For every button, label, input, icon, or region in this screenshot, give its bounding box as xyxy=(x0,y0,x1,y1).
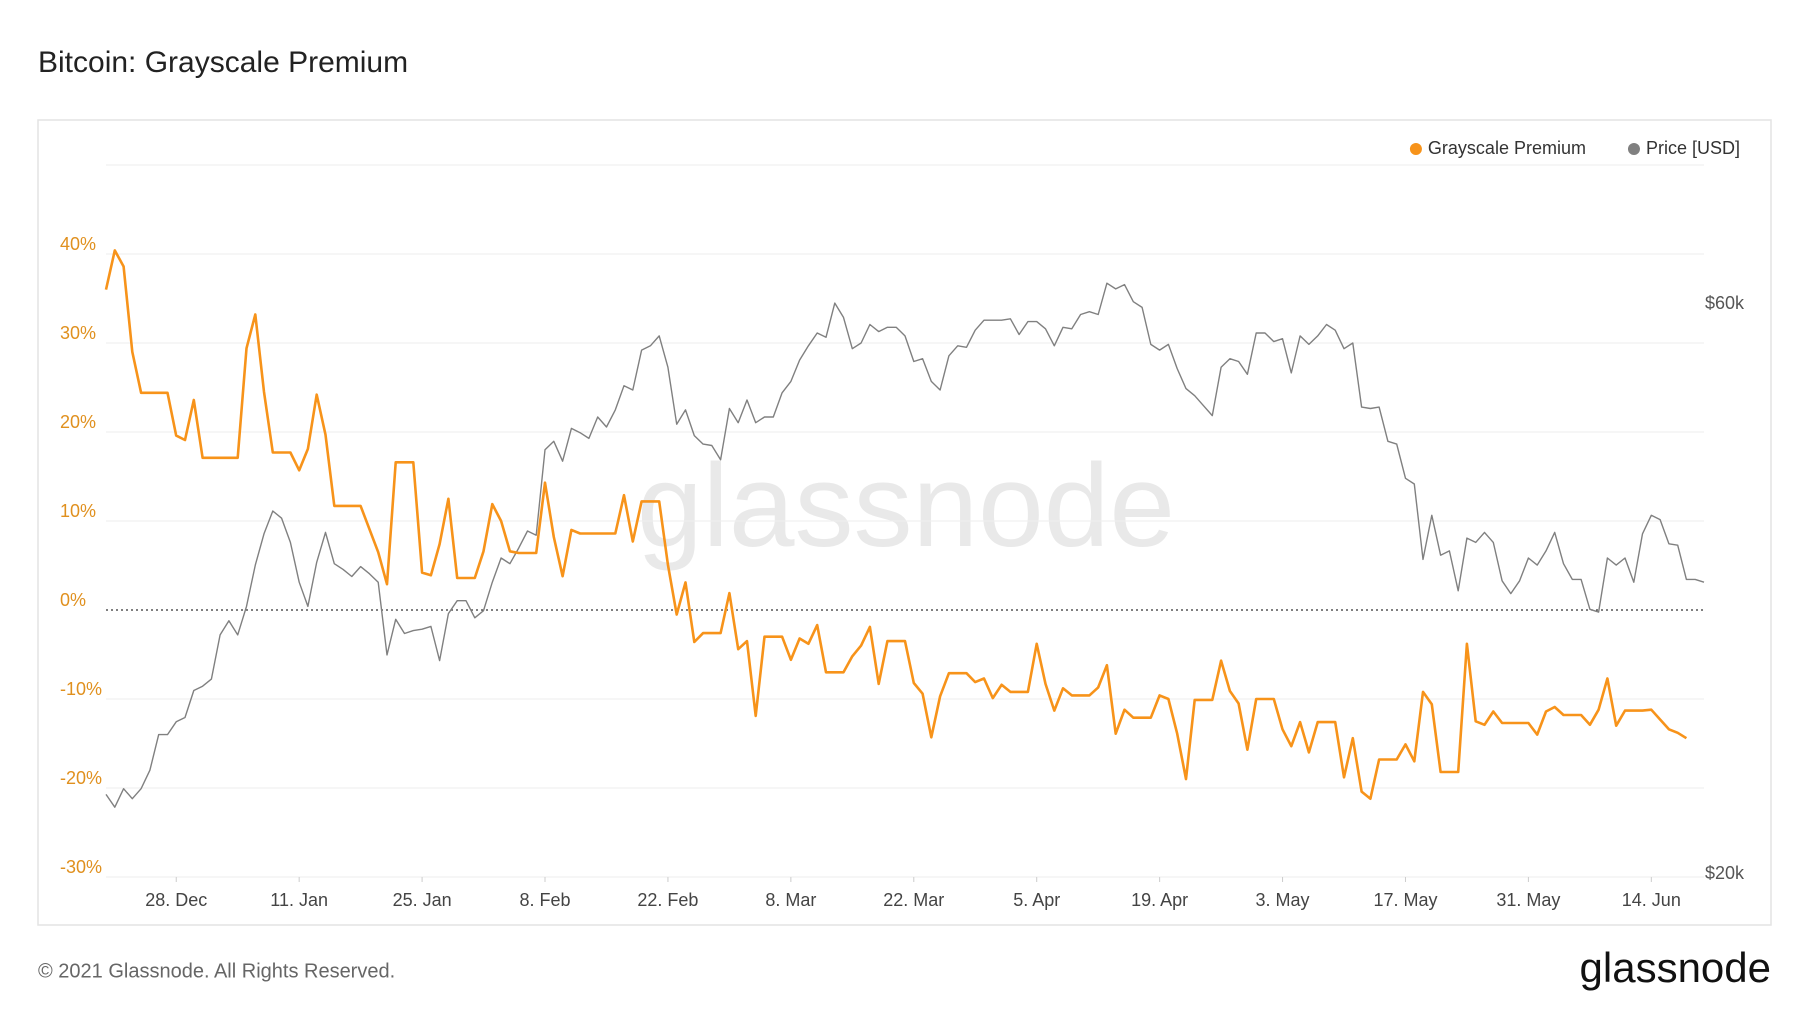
y-tick-label: -20% xyxy=(60,768,102,788)
legend-marker xyxy=(1409,143,1422,155)
x-tick-label: 3. May xyxy=(1256,890,1310,910)
x-tick-label: 11. Jan xyxy=(270,890,328,910)
x-tick-label: 8. Mar xyxy=(765,890,816,910)
footer: © 2021 Glassnode. All Rights Reserved. xyxy=(38,960,395,982)
x-tick-label: 14. Jun xyxy=(1622,890,1681,910)
legend-marker xyxy=(1627,143,1640,155)
series-line xyxy=(105,282,1705,808)
y-tick-label: 20% xyxy=(60,412,96,432)
y2-tick-label: $20k xyxy=(1705,863,1745,883)
series-line xyxy=(104,249,1688,800)
chart-title: Bitcoin: Grayscale Premium xyxy=(38,46,408,79)
y2-tick-label: $60k xyxy=(1705,293,1745,313)
y-tick-label: -10% xyxy=(60,679,102,699)
y-tick-label: 40% xyxy=(60,234,96,254)
y-tick-label: -30% xyxy=(60,857,102,877)
x-tick-label: 17. May xyxy=(1373,890,1437,910)
legend-label: Grayscale Premium xyxy=(1428,138,1586,158)
brand-logo: glassnode xyxy=(1580,944,1771,991)
y-tick-label: 10% xyxy=(60,501,96,521)
x-tick-label: 8. Feb xyxy=(519,890,570,910)
x-tick-label: 28. Dec xyxy=(145,890,207,910)
x-tick-label: 5. Apr xyxy=(1013,890,1060,910)
y-tick-label: 0% xyxy=(60,590,86,610)
watermark: glassnode xyxy=(637,440,1175,572)
x-tick-label: 22. Feb xyxy=(637,890,698,910)
y-tick-label: 30% xyxy=(60,323,96,343)
x-tick-label: 25. Jan xyxy=(393,890,452,910)
legend-label: Price [USD] xyxy=(1646,138,1740,158)
x-tick-label: 19. Apr xyxy=(1131,890,1188,910)
x-tick-label: 31. May xyxy=(1496,890,1560,910)
x-tick-label: 22. Mar xyxy=(883,890,944,910)
